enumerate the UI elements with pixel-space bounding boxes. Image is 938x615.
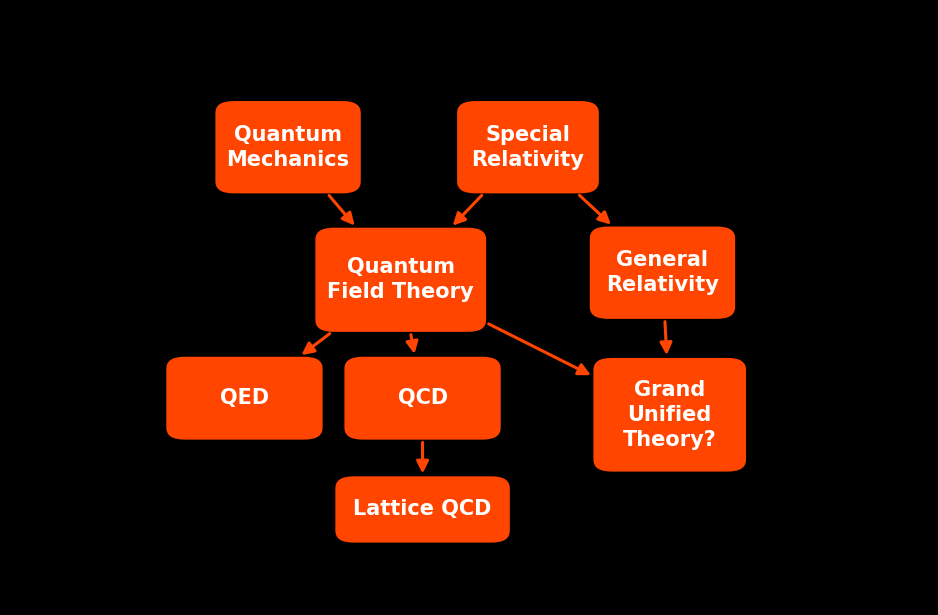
Text: QED: QED (219, 388, 269, 408)
FancyBboxPatch shape (166, 357, 323, 440)
Text: QCD: QCD (398, 388, 447, 408)
Text: Special
Relativity: Special Relativity (472, 125, 584, 170)
FancyBboxPatch shape (457, 101, 598, 193)
FancyBboxPatch shape (336, 476, 510, 542)
Text: Quantum
Mechanics: Quantum Mechanics (226, 125, 350, 170)
FancyBboxPatch shape (315, 228, 486, 332)
Text: Grand
Unified
Theory?: Grand Unified Theory? (623, 380, 717, 450)
FancyBboxPatch shape (590, 226, 735, 319)
Text: General
Relativity: General Relativity (606, 250, 719, 295)
Text: Lattice QCD: Lattice QCD (354, 499, 492, 520)
FancyBboxPatch shape (344, 357, 501, 440)
FancyBboxPatch shape (216, 101, 361, 193)
Text: Quantum
Field Theory: Quantum Field Theory (327, 258, 474, 302)
FancyBboxPatch shape (594, 358, 746, 472)
